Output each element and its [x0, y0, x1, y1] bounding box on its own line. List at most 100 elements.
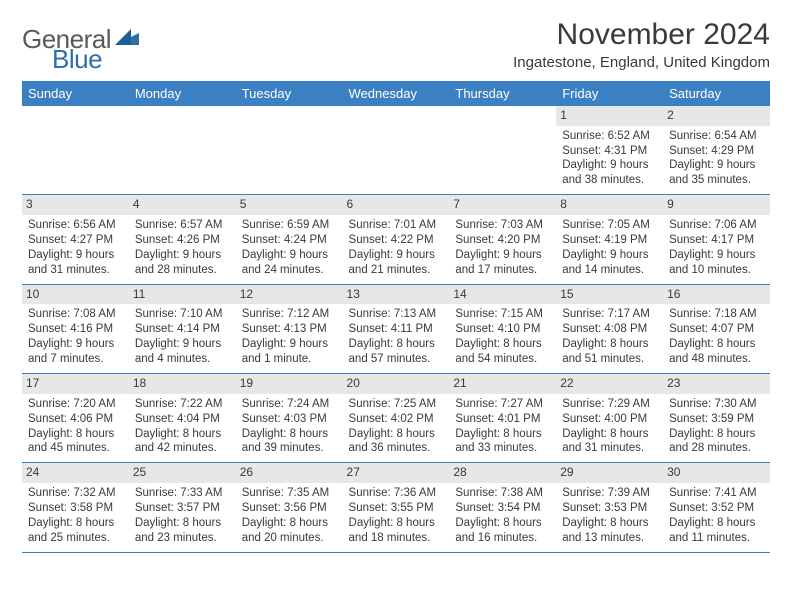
calendar-cell: 6Sunrise: 7:01 AMSunset: 4:22 PMDaylight… [343, 195, 450, 284]
day-number: 7 [449, 195, 556, 215]
calendar-row: 17Sunrise: 7:20 AMSunset: 4:06 PMDayligh… [22, 374, 770, 463]
daylight-text: Daylight: 9 hours and 38 minutes. [562, 158, 657, 188]
sunset-text: Sunset: 4:03 PM [242, 412, 337, 427]
calendar-cell: 24Sunrise: 7:32 AMSunset: 3:58 PMDayligh… [22, 463, 129, 552]
calendar-body: 1Sunrise: 6:52 AMSunset: 4:31 PMDaylight… [22, 106, 770, 552]
calendar-cell: 9Sunrise: 7:06 AMSunset: 4:17 PMDaylight… [663, 195, 770, 284]
sunrise-text: Sunrise: 7:13 AM [349, 307, 444, 322]
calendar-cell: 21Sunrise: 7:27 AMSunset: 4:01 PMDayligh… [449, 374, 556, 463]
calendar-cell: 23Sunrise: 7:30 AMSunset: 3:59 PMDayligh… [663, 374, 770, 463]
day-number: 1 [556, 106, 663, 126]
sunrise-text: Sunrise: 7:15 AM [455, 307, 550, 322]
sunset-text: Sunset: 4:00 PM [562, 412, 657, 427]
calendar-cell: 18Sunrise: 7:22 AMSunset: 4:04 PMDayligh… [129, 374, 236, 463]
calendar-cell [236, 106, 343, 195]
calendar-row: 1Sunrise: 6:52 AMSunset: 4:31 PMDaylight… [22, 106, 770, 195]
daylight-text: Daylight: 8 hours and 16 minutes. [455, 516, 550, 546]
sunrise-text: Sunrise: 7:01 AM [349, 218, 444, 233]
calendar-cell: 7Sunrise: 7:03 AMSunset: 4:20 PMDaylight… [449, 195, 556, 284]
sunset-text: Sunset: 4:29 PM [669, 144, 764, 159]
calendar-cell: 26 Sunrise: 7:35 AMSunset: 3:56 PMDayligh… [236, 463, 343, 552]
sunset-text: Sunset: 4:27 PM [28, 233, 123, 248]
calendar-cell: 19Sunrise: 7:24 AMSunset: 4:03 PMDayligh… [236, 374, 343, 463]
daylight-text: Daylight: 9 hours and 1 minute. [242, 337, 337, 367]
sunrise-text: Sunrise: 6:56 AM [28, 218, 123, 233]
sunset-text: Sunset: 4:20 PM [455, 233, 550, 248]
weekday-header: Wednesday [343, 81, 450, 106]
sunrise-text: Sunrise: 7:17 AM [562, 307, 657, 322]
daylight-text: Daylight: 8 hours and 45 minutes. [28, 427, 123, 457]
day-number: 10 [22, 285, 129, 305]
day-number: 27 [343, 463, 450, 483]
sunrise-text: Sunrise: 7:33 AM [135, 486, 230, 501]
calendar-cell: 22Sunrise: 7:29 AMSunset: 4:00 PMDayligh… [556, 374, 663, 463]
day-number: 8 [556, 195, 663, 215]
calendar-cell [449, 106, 556, 195]
header-row: General November 2024 Ingatestone, Engla… [22, 18, 770, 71]
sunrise-text: Sunrise: 6:57 AM [135, 218, 230, 233]
daylight-text: Daylight: 9 hours and 28 minutes. [135, 248, 230, 278]
calendar-cell: 27Sunrise: 7:36 AMSunset: 3:55 PMDayligh… [343, 463, 450, 552]
day-number: 16 [663, 285, 770, 305]
calendar-cell: 13Sunrise: 7:13 AMSunset: 4:11 PMDayligh… [343, 284, 450, 373]
day-number: 14 [449, 285, 556, 305]
day-number: 12 [236, 285, 343, 305]
day-number: 4 [129, 195, 236, 215]
daylight-text: Daylight: 9 hours and 35 minutes. [669, 158, 764, 188]
daylight-text: Daylight: 8 hours and 20 minutes. [242, 516, 337, 546]
calendar-row: 10Sunrise: 7:08 AMSunset: 4:16 PMDayligh… [22, 284, 770, 373]
daylight-text: Daylight: 8 hours and 23 minutes. [135, 516, 230, 546]
day-number: 18 [129, 374, 236, 394]
sunset-text: Sunset: 3:56 PM [242, 501, 337, 516]
sunrise-text: Sunrise: 7:05 AM [562, 218, 657, 233]
sunrise-text: Sunrise: 7:30 AM [669, 397, 764, 412]
calendar-cell [343, 106, 450, 195]
sunrise-text: Sunrise: 7:20 AM [28, 397, 123, 412]
weekday-header: Thursday [449, 81, 556, 106]
sunrise-text: Sunrise: 7:10 AM [135, 307, 230, 322]
calendar-cell: 1 Sunrise: 6:52 AMSunset: 4:31 PMDaylight… [556, 106, 663, 195]
day-number: 13 [343, 285, 450, 305]
sunrise-text: Sunrise: 7:12 AM [242, 307, 337, 322]
sunset-text: Sunset: 4:11 PM [349, 322, 444, 337]
sunrise-text: Sunrise: 7:41 AM [669, 486, 764, 501]
day-number: 23 [663, 374, 770, 394]
sunrise-text: Sunrise: 7:22 AM [135, 397, 230, 412]
sunrise-text: Sunrise: 7:06 AM [669, 218, 764, 233]
sunrise-text: Sunrise: 7:32 AM [28, 486, 123, 501]
day-number: 26 [236, 463, 343, 483]
daylight-text: Daylight: 9 hours and 17 minutes. [455, 248, 550, 278]
sunset-text: Sunset: 4:26 PM [135, 233, 230, 248]
calendar-cell [129, 106, 236, 195]
calendar-cell: 2Sunrise: 6:54 AMSunset: 4:29 PMDaylight… [663, 106, 770, 195]
day-number: 6 [343, 195, 450, 215]
calendar-cell: 8Sunrise: 7:05 AMSunset: 4:19 PMDaylight… [556, 195, 663, 284]
daylight-text: Daylight: 8 hours and 18 minutes. [349, 516, 444, 546]
sunset-text: Sunset: 4:19 PM [562, 233, 657, 248]
daylight-text: Daylight: 9 hours and 7 minutes. [28, 337, 123, 367]
sunrise-text: Sunrise: 6:52 AM [562, 129, 657, 144]
sunset-text: Sunset: 4:31 PM [562, 144, 657, 159]
sunrise-text: Sunrise: 7:35 AM [242, 486, 337, 501]
daylight-text: Daylight: 8 hours and 25 minutes. [28, 516, 123, 546]
daylight-text: Daylight: 9 hours and 4 minutes. [135, 337, 230, 367]
sunset-text: Sunset: 3:58 PM [28, 501, 123, 516]
day-number: 21 [449, 374, 556, 394]
sunrise-text: Sunrise: 7:36 AM [349, 486, 444, 501]
day-number: 11 [129, 285, 236, 305]
daylight-text: Daylight: 9 hours and 10 minutes. [669, 248, 764, 278]
sunrise-text: Sunrise: 7:39 AM [562, 486, 657, 501]
title-block: November 2024 Ingatestone, England, Unit… [513, 18, 770, 71]
sunset-text: Sunset: 4:01 PM [455, 412, 550, 427]
calendar-cell: 10Sunrise: 7:08 AMSunset: 4:16 PMDayligh… [22, 284, 129, 373]
sunset-text: Sunset: 4:22 PM [349, 233, 444, 248]
sunset-text: Sunset: 4:10 PM [455, 322, 550, 337]
day-number: 2 [663, 106, 770, 126]
day-number: 5 [236, 195, 343, 215]
daylight-text: Daylight: 8 hours and 48 minutes. [669, 337, 764, 367]
day-number: 29 [556, 463, 663, 483]
day-number: 30 [663, 463, 770, 483]
weekday-header: Saturday [663, 81, 770, 106]
sunset-text: Sunset: 4:08 PM [562, 322, 657, 337]
calendar-cell: 5Sunrise: 6:59 AMSunset: 4:24 PMDaylight… [236, 195, 343, 284]
